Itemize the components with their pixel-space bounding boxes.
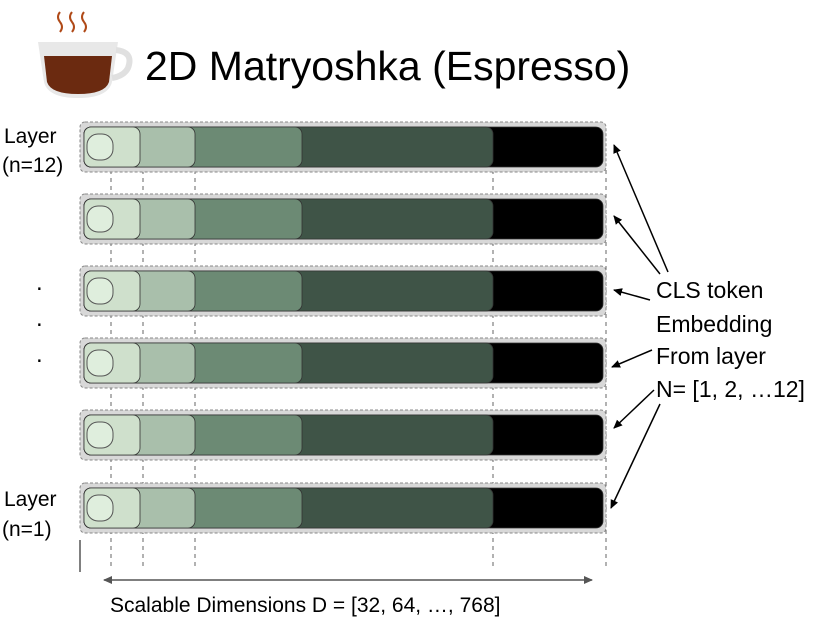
annotation: Embedding [656, 311, 772, 337]
annotation: From layer [656, 343, 766, 369]
bar-segment [86, 277, 114, 305]
coffee-icon [38, 11, 133, 98]
bars [79, 121, 607, 570]
layer-label: (n=12) [2, 154, 63, 177]
arrows [610, 144, 669, 509]
ellipsis: . [36, 341, 43, 368]
bar-segment [86, 205, 114, 233]
bar-segment [86, 421, 114, 449]
layer-label: Layer [4, 488, 57, 511]
bar-segment [86, 494, 114, 522]
bar-segment [86, 133, 114, 161]
bar-segment [86, 349, 114, 377]
ellipsis: . [36, 269, 43, 296]
layer-label: Layer [4, 125, 57, 148]
annotation: N= [1, 2, …12] [656, 376, 805, 402]
title: 2D Matryoshka (Espresso) [145, 43, 630, 89]
annotation: CLS token [656, 277, 763, 303]
layer-label: (n=1) [2, 518, 52, 541]
ellipsis: . [36, 305, 43, 332]
axis-label: Scalable Dimensions D = [32, 64, …, 768] [110, 594, 500, 617]
